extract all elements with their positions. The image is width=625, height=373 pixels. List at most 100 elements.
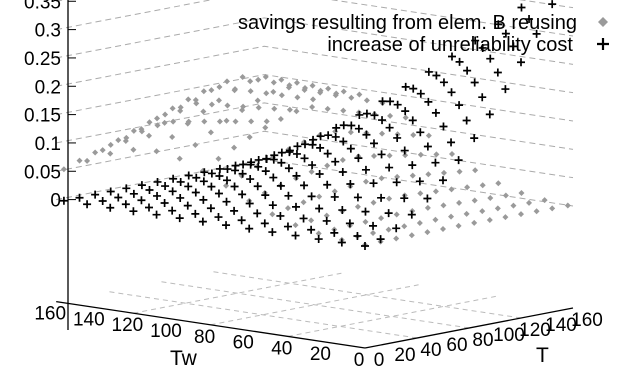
data-point-unreliability xyxy=(245,199,254,208)
data-point-unreliability xyxy=(215,171,224,180)
data-point-unreliability xyxy=(493,68,502,77)
data-point-unreliability xyxy=(439,122,448,131)
data-point-savings xyxy=(379,130,386,137)
data-point-unreliability xyxy=(408,116,417,125)
data-point-savings xyxy=(255,76,262,83)
data-point-savings xyxy=(224,78,230,85)
data-point-savings xyxy=(255,104,262,111)
data-point-savings xyxy=(323,212,330,219)
z-tick-label: 0.3 xyxy=(35,21,61,42)
data-point-unreliability xyxy=(315,169,324,178)
data-point-savings xyxy=(107,141,114,148)
data-point-savings xyxy=(146,119,153,126)
data-point-savings xyxy=(154,115,161,122)
data-point-unreliability xyxy=(191,188,200,197)
floor-grid-line xyxy=(212,271,522,319)
data-point-unreliability xyxy=(276,211,285,220)
data-point-savings xyxy=(440,225,446,232)
data-point-unreliability xyxy=(416,128,425,137)
data-point-savings xyxy=(393,235,400,242)
data-point-savings xyxy=(294,94,301,101)
data-point-unreliability xyxy=(485,110,494,119)
data-point-unreliability xyxy=(137,181,146,190)
x-tick-label: 120 xyxy=(112,315,144,336)
grid xyxy=(56,0,574,339)
legend-label-savings: savings resulting from elem. B reusing xyxy=(238,12,577,34)
data-point-unreliability xyxy=(300,181,309,190)
data-point-unreliability xyxy=(393,100,402,109)
data-point-savings xyxy=(293,79,300,86)
data-point-unreliability xyxy=(268,201,277,210)
data-point-unreliability xyxy=(353,232,362,241)
data-point-unreliability xyxy=(137,196,146,205)
data-point-savings xyxy=(277,116,284,123)
data-point-unreliability xyxy=(223,176,231,185)
data-point-savings xyxy=(356,91,363,98)
data-point-savings xyxy=(115,137,122,144)
data-point-savings xyxy=(564,202,571,209)
data-point-savings xyxy=(247,88,254,95)
data-point-unreliability xyxy=(238,169,247,178)
data-point-unreliability xyxy=(106,203,115,212)
data-point-savings xyxy=(317,87,324,94)
data-point-unreliability xyxy=(370,139,378,148)
y-tick-label: 40 xyxy=(420,340,441,361)
legend: savings resulting from elem. B reusing i… xyxy=(238,12,609,56)
data-point-unreliability xyxy=(407,210,416,219)
data-point-savings xyxy=(533,208,540,215)
data-point-unreliability xyxy=(332,123,341,132)
data-point-unreliability xyxy=(386,97,395,106)
data-point-savings xyxy=(541,197,548,204)
data-point-unreliability xyxy=(192,173,201,182)
data-point-unreliability xyxy=(447,138,456,147)
data-point-unreliability xyxy=(424,97,433,106)
data-point-unreliability xyxy=(423,194,432,203)
data-point-unreliability xyxy=(277,158,286,167)
data-point-savings xyxy=(239,73,246,80)
data-point-unreliability xyxy=(462,116,471,125)
data-point-savings xyxy=(393,211,400,218)
data-point-unreliability xyxy=(361,242,369,250)
grid-line xyxy=(56,130,574,179)
data-point-unreliability xyxy=(230,206,239,215)
data-point-savings xyxy=(410,131,417,138)
z-tick-label: 0.35 xyxy=(24,0,61,13)
data-point-unreliability xyxy=(153,177,162,186)
data-point-unreliability xyxy=(486,54,495,63)
data-point-unreliability xyxy=(283,222,292,231)
grid-line xyxy=(56,74,574,122)
data-point-savings xyxy=(331,188,338,195)
data-point-unreliability xyxy=(431,108,440,117)
data-point-savings xyxy=(471,219,478,226)
series-unreliability xyxy=(59,0,557,250)
data-point-unreliability xyxy=(59,196,68,205)
data-point-savings xyxy=(231,144,238,151)
data-point-unreliability xyxy=(347,121,356,130)
data-point-unreliability xyxy=(354,154,363,163)
data-point-unreliability xyxy=(439,176,447,185)
data-point-savings xyxy=(362,178,369,185)
data-point-savings xyxy=(269,211,276,218)
data-point-unreliability xyxy=(377,193,386,202)
data-point-unreliability xyxy=(246,175,255,184)
grid-line xyxy=(56,159,574,207)
data-point-savings xyxy=(378,175,385,182)
data-point-unreliability xyxy=(268,228,277,237)
data-point-unreliability xyxy=(409,84,418,93)
data-point-unreliability xyxy=(239,160,248,169)
data-point-savings xyxy=(232,118,239,125)
data-point-unreliability xyxy=(168,206,177,215)
data-point-savings xyxy=(340,107,347,114)
data-point-savings xyxy=(99,147,106,154)
data-point-savings xyxy=(495,180,502,187)
data-point-unreliability xyxy=(121,200,130,209)
data-point-savings xyxy=(223,182,230,189)
data-point-savings xyxy=(425,171,432,178)
data-point-savings xyxy=(440,169,447,176)
y-tick-label: 80 xyxy=(472,330,493,351)
data-point-unreliability xyxy=(230,182,239,191)
data-point-unreliability xyxy=(214,213,223,222)
data-point-unreliability xyxy=(470,134,479,143)
data-point-unreliability xyxy=(161,182,170,191)
